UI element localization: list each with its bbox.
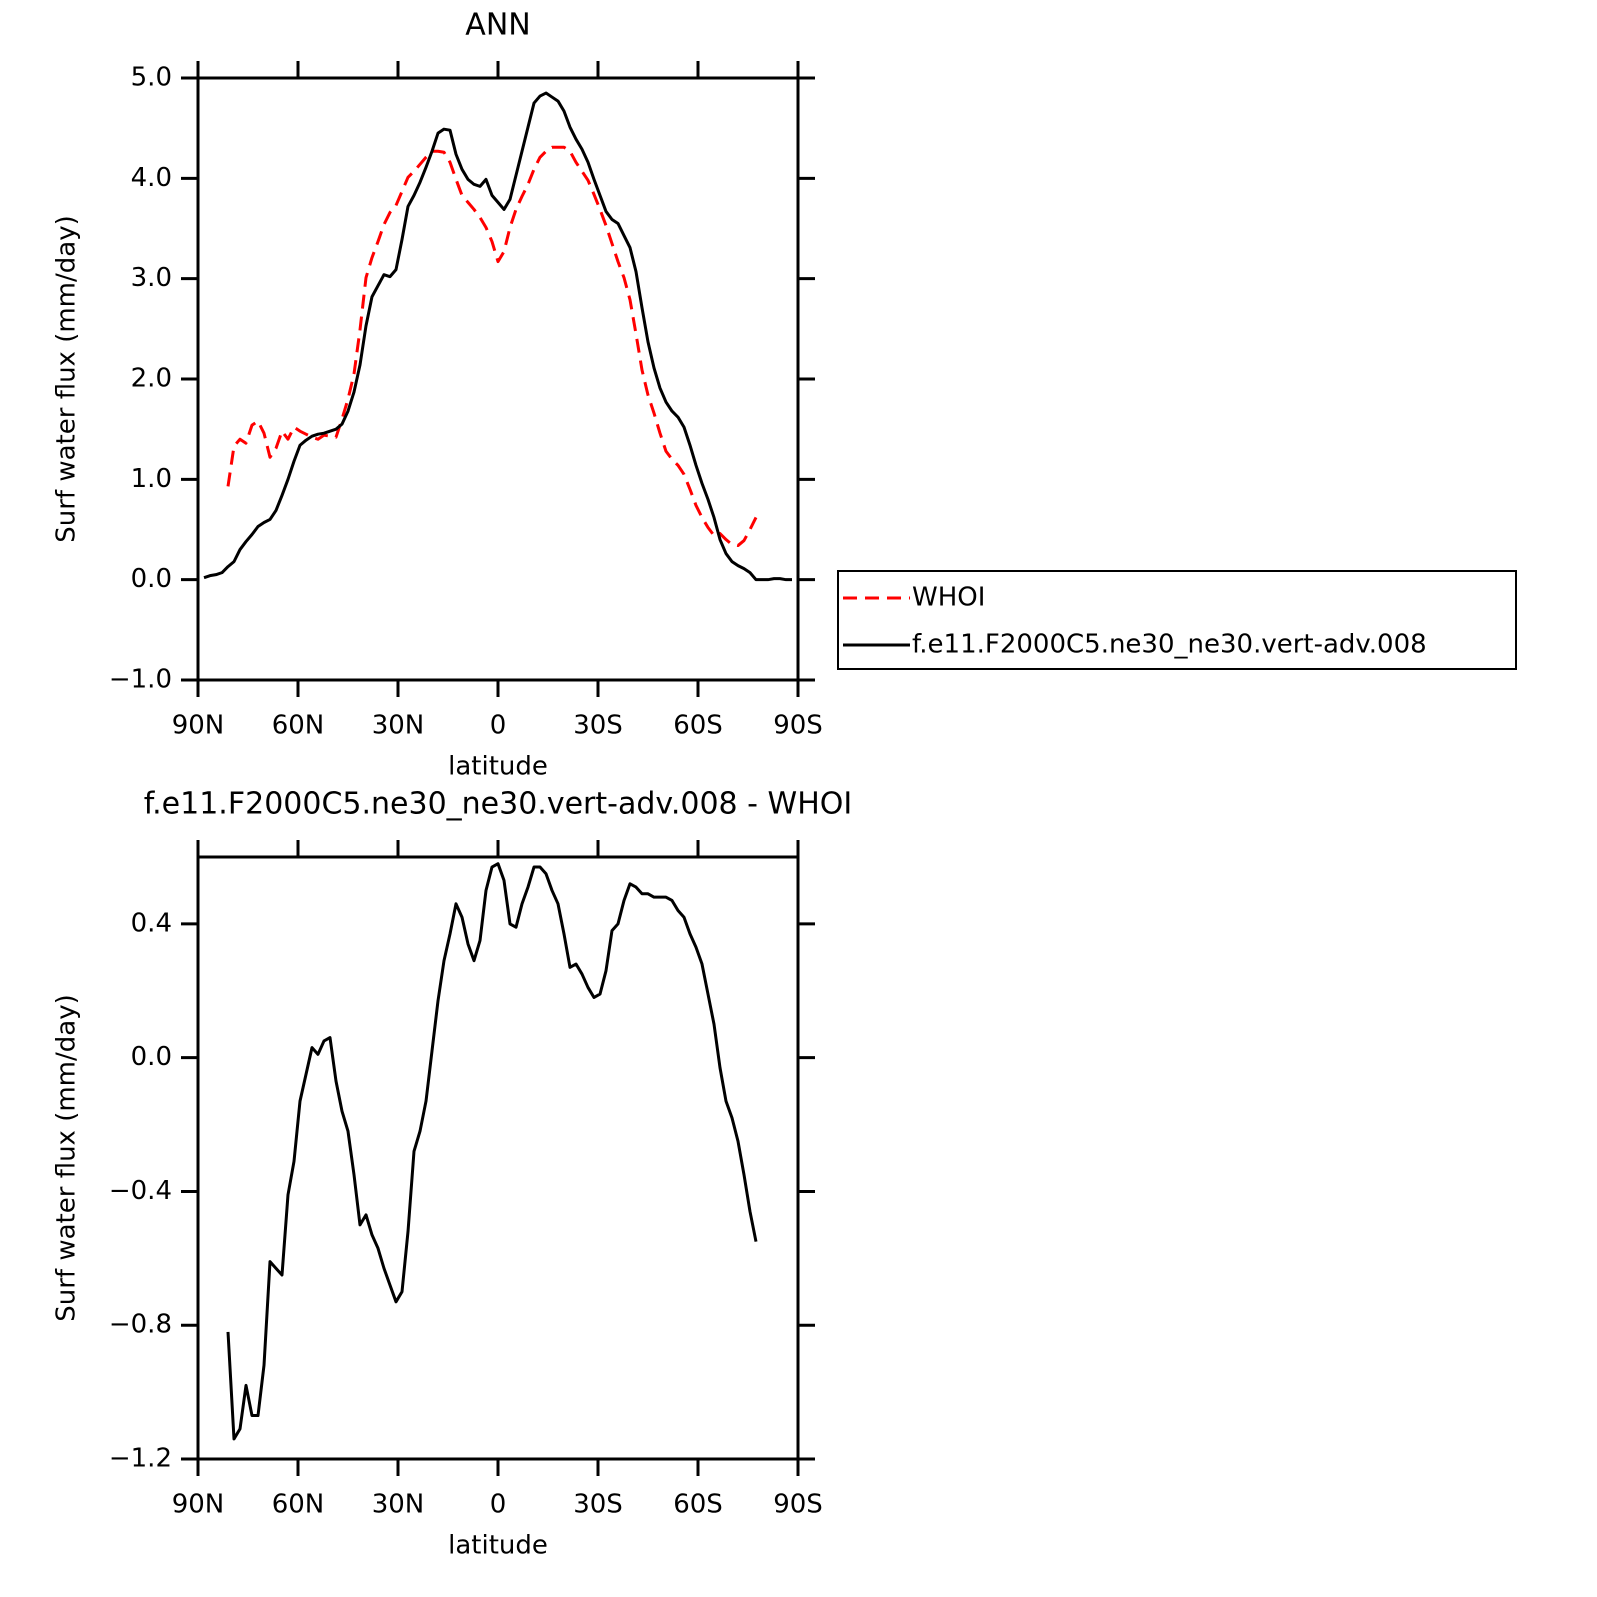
y-tick-label: 3.0: [131, 263, 172, 293]
x-tick-label: 90S: [773, 1490, 823, 1520]
y-tick-label: 1.0: [131, 464, 172, 494]
y-tick-label: −1.2: [109, 1444, 172, 1474]
chart-title: ANN: [465, 8, 530, 43]
y-tick-label: −0.8: [109, 1310, 172, 1340]
y-tick-label: 2.0: [131, 364, 172, 394]
legend-box: [837, 570, 1517, 670]
x-tick-label: 30N: [372, 711, 425, 741]
x-tick-label: 90N: [172, 711, 225, 741]
y-tick-label: −1.0: [109, 665, 172, 695]
y-tick-label: 0.4: [131, 908, 172, 938]
x-tick-label: 90S: [773, 711, 823, 741]
y-tick-label: −0.4: [109, 1176, 172, 1206]
x-tick-label: 90N: [172, 1490, 225, 1520]
legend-label: f.e11.F2000C5.ne30_ne30.vert-adv.008: [912, 630, 1427, 660]
y-axis-label: Surf water flux (mm/day): [52, 215, 82, 542]
x-axis-label: latitude: [448, 1531, 548, 1561]
plot-frame: [196, 76, 800, 682]
x-tick-label: 60S: [673, 1490, 723, 1520]
data-line: [226, 145, 758, 548]
x-tick-label: 30S: [573, 1490, 623, 1520]
x-tick-label: 60S: [673, 711, 723, 741]
x-tick-label: 60N: [272, 711, 325, 741]
legend-label: WHOI: [912, 583, 985, 613]
x-tick-label: 30N: [372, 1490, 425, 1520]
data-line: [203, 91, 792, 582]
plot-frame: [196, 855, 800, 1461]
y-tick-label: 4.0: [131, 163, 172, 193]
y-tick-label: 0.0: [131, 1042, 172, 1072]
x-axis-label: latitude: [448, 752, 548, 782]
y-tick-label: 5.0: [131, 63, 172, 93]
x-tick-label: 0: [490, 711, 507, 741]
y-tick-label: 0.0: [131, 564, 172, 594]
y-axis-label: Surf water flux (mm/day): [52, 994, 82, 1321]
x-tick-label: 60N: [272, 1490, 325, 1520]
chart-title: f.e11.F2000C5.ne30_ne30.vert-adv.008 - W…: [144, 787, 852, 822]
x-tick-label: 0: [490, 1490, 507, 1520]
x-tick-label: 30S: [573, 711, 623, 741]
data-line: [226, 862, 758, 1441]
